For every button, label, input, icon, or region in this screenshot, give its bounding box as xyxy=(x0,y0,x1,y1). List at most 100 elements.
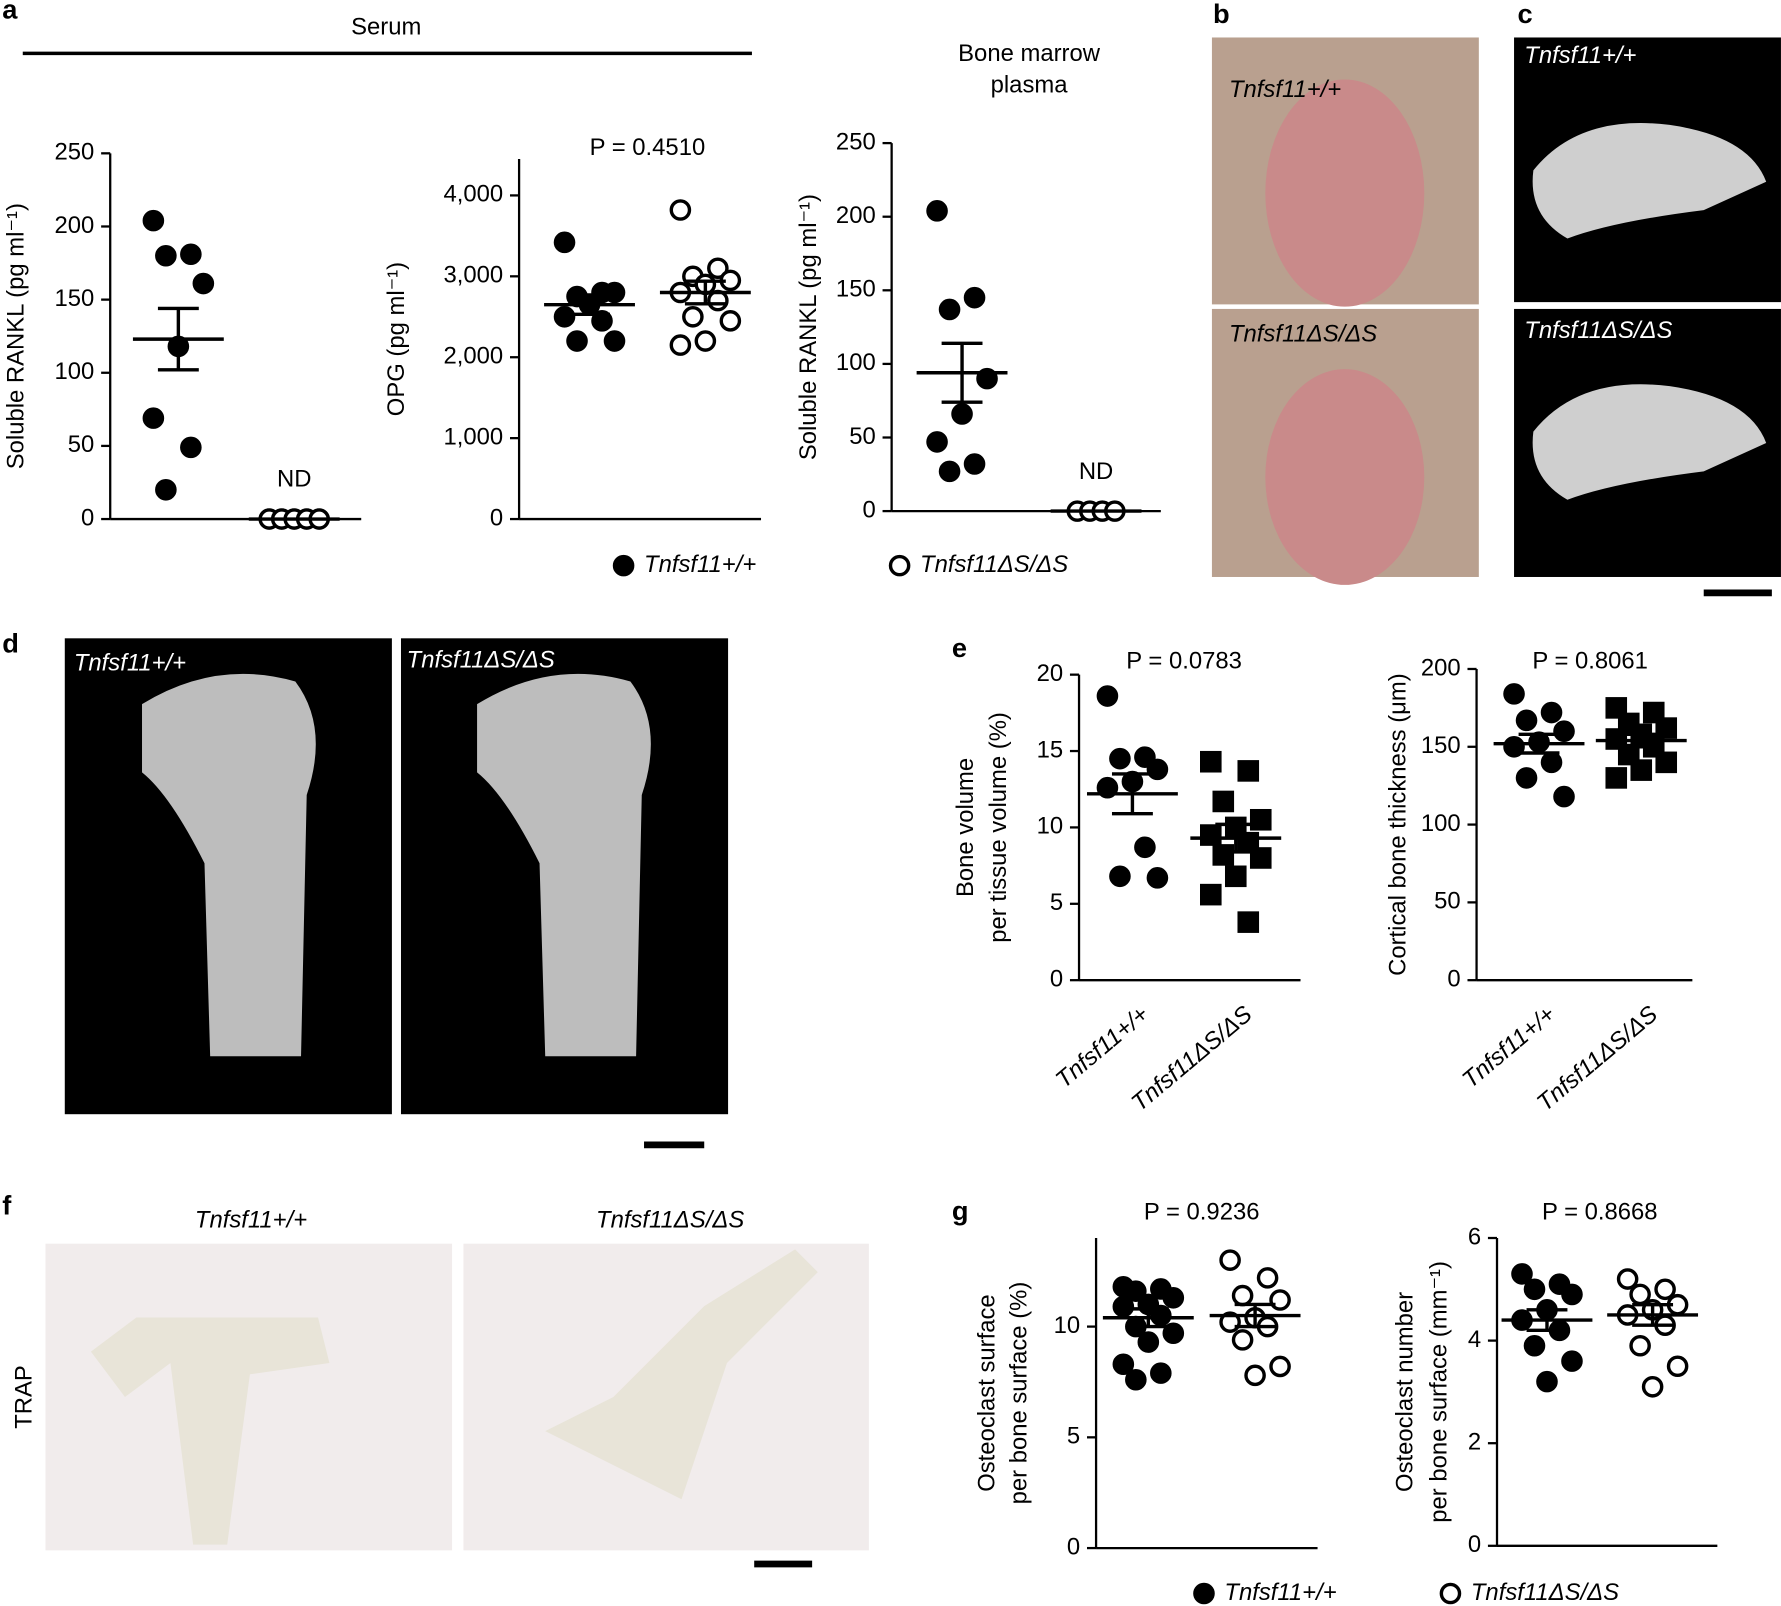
chart-title: P = 0.0783 xyxy=(1126,647,1242,674)
data-point xyxy=(963,286,986,309)
y-tick-label: 15 xyxy=(1037,736,1064,763)
data-point xyxy=(1134,836,1156,859)
data-point xyxy=(1540,751,1563,774)
y-axis-label: per bone surface (mm⁻¹) xyxy=(1426,1261,1453,1523)
data-point xyxy=(926,200,948,222)
data-point xyxy=(1654,1278,1676,1301)
data-point xyxy=(1511,1263,1533,1285)
annotation: ND xyxy=(277,466,311,493)
image-caption: Tnfsf11ΔS/ΔS xyxy=(596,1206,744,1233)
data-point xyxy=(1256,1267,1279,1289)
panel-letter: d xyxy=(2,627,19,658)
data-point xyxy=(1523,1334,1546,1357)
data-point xyxy=(1200,824,1222,846)
panel-letter: g xyxy=(952,1195,969,1226)
data-point xyxy=(1224,865,1247,888)
data-point xyxy=(1134,746,1156,768)
image-caption: Tnfsf11+/+ xyxy=(74,650,186,677)
data-point xyxy=(926,431,948,453)
y-tick-label: 100 xyxy=(1421,810,1461,837)
panel-letter: f xyxy=(2,1190,12,1221)
data-point xyxy=(1629,1334,1651,1357)
femur xyxy=(477,673,651,1057)
data-point xyxy=(1212,790,1235,813)
y-tick-label: 150 xyxy=(1421,732,1461,759)
y-tick-label: 0 xyxy=(1050,965,1063,992)
data-point xyxy=(1616,1268,1639,1290)
data-point xyxy=(1629,1283,1651,1306)
y-axis-label: Osteoclast surface xyxy=(973,1294,1000,1491)
y-axis-label: OPG (pg ml⁻¹) xyxy=(383,262,410,416)
panel-letter: e xyxy=(952,632,967,663)
data-point xyxy=(1553,785,1575,808)
chart-title: P = 0.4510 xyxy=(590,134,706,161)
data-point xyxy=(142,407,165,429)
data-point xyxy=(1200,883,1222,906)
data-point xyxy=(951,403,973,425)
y-tick-label: 100 xyxy=(836,349,876,376)
x-tick-label: Tnfsf11+/+ xyxy=(1051,1001,1154,1094)
data-point xyxy=(180,436,202,459)
data-point xyxy=(669,199,692,221)
y-tick-label: 0 xyxy=(1067,1533,1080,1560)
data-point xyxy=(1561,1283,1583,1306)
y-tick-label: 200 xyxy=(1421,654,1461,681)
data-point xyxy=(1515,767,1538,789)
data-point xyxy=(938,460,961,483)
y-tick-label: 10 xyxy=(1037,813,1064,840)
y-tick-label: 250 xyxy=(55,139,95,166)
data-point xyxy=(566,330,588,352)
data-point xyxy=(1200,750,1222,773)
skull xyxy=(1532,384,1767,500)
data-point xyxy=(553,231,576,254)
data-point xyxy=(1219,1249,1241,1271)
data-point xyxy=(1237,760,1260,782)
data-point xyxy=(694,330,717,352)
data-point xyxy=(1146,758,1169,781)
data-point xyxy=(1109,747,1131,770)
data-point xyxy=(1125,1280,1147,1302)
data-point xyxy=(192,272,215,295)
data-point xyxy=(1515,709,1538,732)
y-axis-label: Cortical bone thickness (μm) xyxy=(1385,673,1412,976)
row-label: TRAP xyxy=(10,1365,37,1429)
image-caption: Tnfsf11+/+ xyxy=(195,1206,307,1233)
panel-letter: c xyxy=(1517,0,1532,29)
data-point xyxy=(142,209,165,232)
data-point xyxy=(1503,683,1525,705)
section-header: Serum xyxy=(351,14,421,41)
data-point xyxy=(1630,759,1653,781)
data-point xyxy=(1269,1289,1291,1311)
legend-marker xyxy=(888,554,911,577)
y-tick-label: 200 xyxy=(836,202,876,229)
data-point xyxy=(1666,1355,1689,1378)
y-tick-label: 150 xyxy=(55,285,95,312)
y-tick-label: 0 xyxy=(1447,965,1460,992)
data-point xyxy=(1137,1331,1160,1353)
data-point xyxy=(682,305,704,328)
image-caption: Tnfsf11ΔS/ΔS xyxy=(407,646,555,673)
data-point xyxy=(1249,808,1272,831)
y-tick-label: 100 xyxy=(55,358,95,385)
legend-label: Tnfsf11+/+ xyxy=(644,551,756,578)
y-tick-label: 10 xyxy=(1054,1312,1081,1339)
data-point xyxy=(1150,1304,1172,1327)
data-point xyxy=(719,310,742,332)
y-tick-label: 1,000 xyxy=(444,423,504,450)
y-tick-label: 5 xyxy=(1050,889,1063,916)
data-point xyxy=(1536,1370,1558,1393)
y-tick-label: 0 xyxy=(81,504,94,531)
data-point xyxy=(1162,1287,1185,1309)
photo-detail xyxy=(1265,79,1425,307)
histology-image xyxy=(45,1243,453,1551)
legend-marker xyxy=(612,554,635,577)
data-point xyxy=(669,334,692,356)
y-axis-label: per bone surface (%) xyxy=(1005,1282,1032,1505)
data-point xyxy=(1096,685,1119,707)
data-point xyxy=(1641,1375,1664,1398)
data-point xyxy=(1112,1295,1135,1318)
image-caption: Tnfsf11ΔS/ΔS xyxy=(1229,320,1377,347)
legend-label: Tnfsf11ΔS/ΔS xyxy=(1471,1579,1619,1606)
